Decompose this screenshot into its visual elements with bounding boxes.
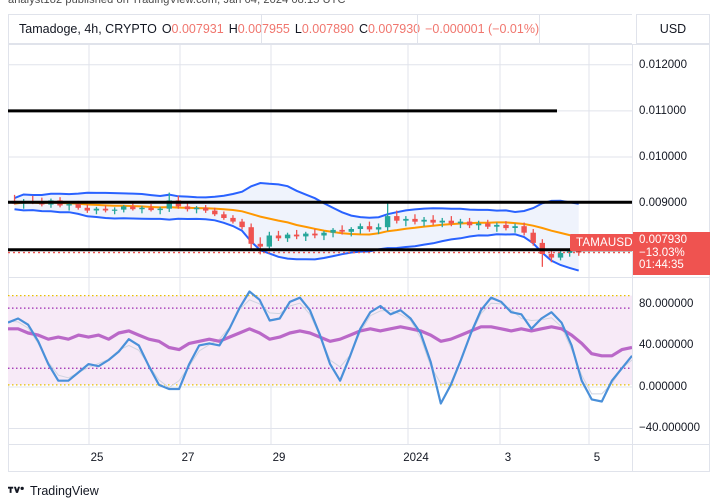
time-tick-label: 5 xyxy=(593,452,601,464)
time-tick-label: 2024 xyxy=(403,452,429,464)
oscillator-tick-label: 40.000000 xyxy=(639,339,694,352)
open-label: O xyxy=(161,22,172,36)
time-axis[interactable]: 25 27 29 2024 3 5 xyxy=(8,444,710,472)
change-value: −0.000001 (−0.01%) xyxy=(425,22,540,36)
time-tick-label: 29 xyxy=(272,452,286,464)
low-value: 0.007890 xyxy=(301,22,354,36)
close-value: 0.007930 xyxy=(367,22,421,36)
high-label: H xyxy=(228,22,238,36)
ohlc-close: C0.007930 xyxy=(359,22,420,36)
price-tick-label: 0.011000 xyxy=(639,104,687,117)
footer-brand-label: TradingView xyxy=(30,484,99,498)
ohlc-open: O0.007931 xyxy=(162,22,224,36)
price-tick-label: 0.012000 xyxy=(639,58,687,71)
time-tick-label: 27 xyxy=(181,452,195,464)
time-tick-label: 25 xyxy=(90,452,104,464)
oscillator-tick-label: 80.000000 xyxy=(639,297,694,310)
symbol-legend[interactable]: Tamadoge, 4h, CRYPTO xyxy=(19,22,157,36)
low-label: L xyxy=(294,22,302,36)
chart-plot-area[interactable] xyxy=(8,44,632,472)
current-price-badge: 0.007930 −13.03% 01:44:35 xyxy=(633,232,710,275)
symbol-price-badge: TAMAUSD xyxy=(570,234,639,251)
oscillator-tick-label: 0.000000 xyxy=(639,380,687,393)
time-tick-label: 3 xyxy=(504,452,512,464)
chart-legend-bar: Tamadoge, 4h, CRYPTO O0.007931 H0.007955… xyxy=(8,14,632,44)
oscillator-tick-label: −40.000000 xyxy=(639,422,701,435)
ohlc-high: H0.007955 xyxy=(229,22,290,36)
currency-box[interactable]: USD xyxy=(636,14,710,44)
price-badge-countdown: 01:44:35 xyxy=(639,259,684,272)
close-label: C xyxy=(358,22,368,36)
open-value: 0.007931 xyxy=(171,22,224,36)
ohlc-low: L0.007890 xyxy=(295,22,354,36)
price-badge-percent: −13.03% xyxy=(639,246,685,259)
publisher-byline: analyst1o2 published on TradingView.com,… xyxy=(8,0,346,6)
high-value: 0.007955 xyxy=(237,22,290,36)
price-tick-label: 0.009000 xyxy=(639,197,687,210)
price-tick-label: 0.010000 xyxy=(639,151,687,164)
price-badge-price: 0.007930 xyxy=(639,234,687,246)
plot-svg xyxy=(8,44,632,444)
panel-divider xyxy=(8,277,710,278)
footer-brand: TradingView xyxy=(8,484,99,498)
price-axis[interactable]: 0.012000 0.011000 0.010000 0.009000 80.0000… xyxy=(632,44,710,472)
tradingview-logo-icon xyxy=(8,486,24,493)
